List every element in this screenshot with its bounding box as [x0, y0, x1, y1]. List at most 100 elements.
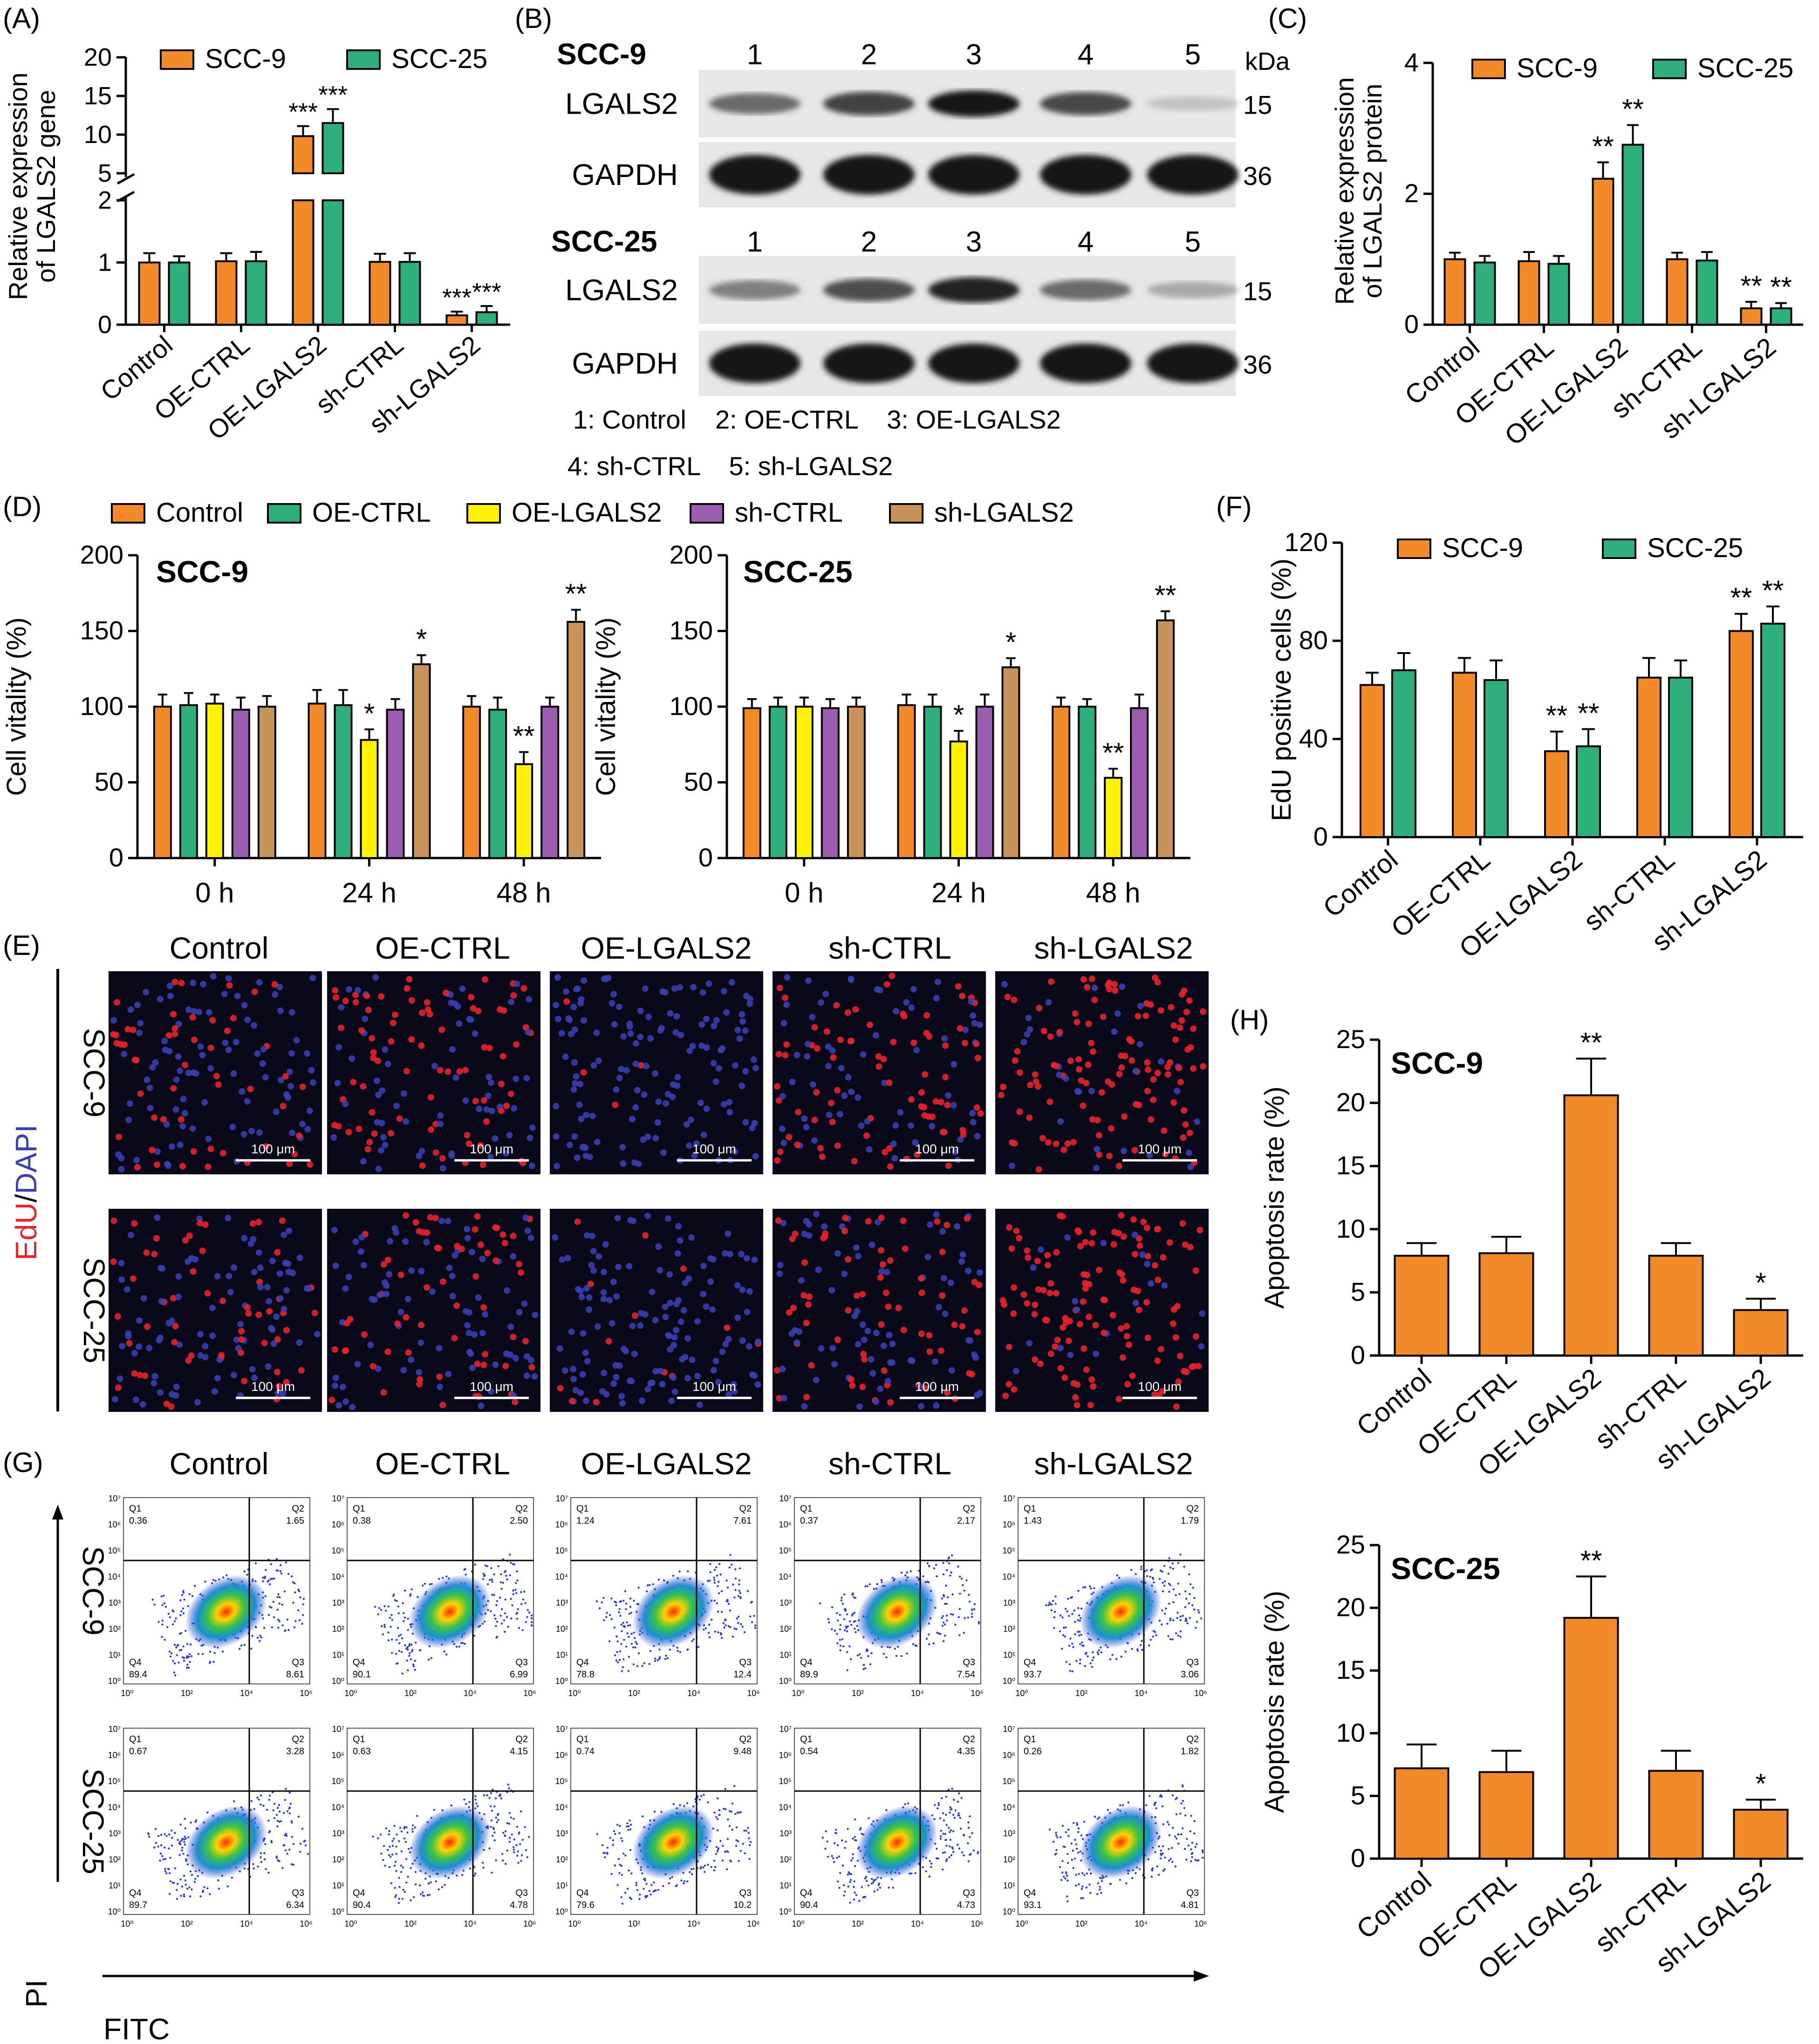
dapi-nucleus: [118, 1166, 125, 1173]
dapi-nucleus: [610, 991, 617, 998]
edu-nucleus: [932, 1098, 939, 1105]
flow-event-dot: [400, 1651, 403, 1653]
bar-scc-25-sh-lgals2: [475, 311, 498, 326]
flow-event-dot: [1153, 1804, 1156, 1806]
dapi-nucleus: [666, 1271, 673, 1278]
flow-event-dot: [177, 1839, 179, 1841]
flow-event-dot: [1181, 1784, 1184, 1786]
edu-nucleus: [1083, 1080, 1090, 1087]
bar-sh-lgals2-0-h: [847, 706, 866, 859]
flow-event-dot: [264, 1569, 267, 1571]
flow-event-dot: [511, 1833, 513, 1836]
flow-event-dot: [630, 1611, 633, 1614]
flow-event-dot: [906, 1571, 908, 1574]
dapi-nucleus: [734, 1282, 741, 1289]
quadrant-name-q4: Q4: [129, 1888, 142, 1898]
edu-nucleus: [1020, 1291, 1027, 1298]
flow-event-dot: [728, 1566, 731, 1569]
flow-event-dot: [286, 1618, 288, 1621]
flow-y-tick: 10⁵: [332, 1546, 344, 1555]
flow-event-dot: [176, 1898, 178, 1900]
quadrant-value-q4: 93.1: [1024, 1900, 1042, 1910]
quadrant-name-q4: Q4: [1024, 1657, 1036, 1668]
edu-nucleus: [451, 1335, 458, 1342]
dapi-nucleus: [230, 1372, 237, 1379]
flow-event-dot: [709, 1580, 711, 1582]
dapi-nucleus: [703, 1105, 710, 1112]
dapi-nucleus: [133, 1157, 140, 1164]
dapi-nucleus: [448, 999, 455, 1006]
flow-event-dot: [936, 1847, 938, 1850]
flow-column-header-oe-ctrl: OE-CTRL: [375, 1446, 510, 1481]
bar-scc-9-oe-lgals2: [1592, 177, 1614, 326]
edu-nucleus: [432, 1149, 439, 1156]
flow-event-dot: [851, 1614, 853, 1617]
flow-event-dot: [522, 1598, 524, 1601]
flow-event-dot: [907, 1802, 910, 1805]
quadrant-value-q1: 0.74: [576, 1746, 595, 1757]
flow-event-dot: [395, 1853, 397, 1855]
dapi-nucleus: [335, 1402, 342, 1409]
flow-event-dot: [490, 1610, 492, 1612]
flow-event-dot: [197, 1653, 200, 1655]
flow-event-dot: [1116, 1574, 1118, 1577]
flow-x-tick: 10²: [181, 1919, 193, 1928]
flow-x-tick: 10⁶: [1194, 1689, 1207, 1698]
flow-event-dot: [657, 1578, 660, 1581]
edu-nucleus: [492, 1257, 499, 1264]
dapi-nucleus: [578, 996, 585, 1003]
flow-event-dot: [876, 1888, 879, 1891]
panel-label-g: (G): [3, 1447, 43, 1478]
flow-event-dot: [391, 1853, 394, 1856]
flow-event-dot: [1124, 1650, 1127, 1653]
flow-event-dot: [411, 1649, 414, 1651]
edu-nucleus: [926, 1332, 933, 1339]
edu-nucleus: [1135, 1235, 1142, 1242]
y-tick-label: 5: [1351, 1780, 1365, 1810]
flow-event-dot: [254, 1562, 257, 1565]
y-axis-label: Cell vitality (%): [591, 617, 621, 796]
dapi-nucleus: [392, 1229, 399, 1236]
edu-nucleus: [944, 1221, 951, 1228]
edu-nucleus: [338, 1024, 345, 1031]
edu-nucleus: [1197, 1226, 1204, 1233]
edu-nucleus: [417, 1376, 424, 1383]
flow-event-dot: [615, 1601, 617, 1604]
dapi-nucleus: [185, 1006, 192, 1013]
flow-event-dot: [486, 1794, 488, 1797]
flow-event-dot: [929, 1860, 931, 1862]
blot-lane-number: 2: [861, 39, 877, 71]
dapi-nucleus: [583, 1111, 590, 1118]
flow-event-dot: [438, 1578, 440, 1580]
dapi-nucleus: [110, 1017, 117, 1024]
flow-event-dot: [737, 1615, 740, 1618]
dapi-nucleus: [273, 1313, 280, 1320]
legend-swatch-control: [111, 503, 145, 524]
blot-band-gapdh-lane-3: [928, 343, 1019, 383]
edu-nucleus: [403, 1068, 410, 1075]
edu-nucleus: [1092, 1322, 1099, 1329]
edu-nucleus: [1087, 1040, 1094, 1047]
flow-event-dot: [963, 1632, 965, 1634]
dapi-nucleus: [503, 1150, 510, 1157]
flow-x-tick: 10²: [404, 1919, 417, 1928]
flow-event-dot: [151, 1598, 154, 1601]
dapi-nucleus: [580, 1017, 587, 1024]
flow-event-dot: [947, 1557, 950, 1560]
flow-event-dot: [515, 1582, 517, 1584]
dapi-nucleus: [288, 1009, 295, 1016]
flow-event-dot: [204, 1581, 206, 1583]
flow-event-dot: [1168, 1834, 1171, 1836]
dapi-nucleus: [400, 1367, 407, 1374]
dapi-nucleus: [755, 1338, 762, 1345]
flow-event-dot: [970, 1853, 972, 1855]
flow-event-dot: [646, 1894, 649, 1897]
dapi-nucleus: [700, 1262, 707, 1269]
flow-event-dot: [428, 1658, 430, 1661]
flow-event-dot: [217, 1879, 219, 1881]
flow-event-dot: [1131, 1877, 1134, 1879]
dapi-nucleus: [177, 1067, 184, 1074]
flow-event-dot: [298, 1619, 301, 1622]
flow-event-dot: [849, 1881, 851, 1883]
flow-event-dot: [719, 1632, 722, 1635]
